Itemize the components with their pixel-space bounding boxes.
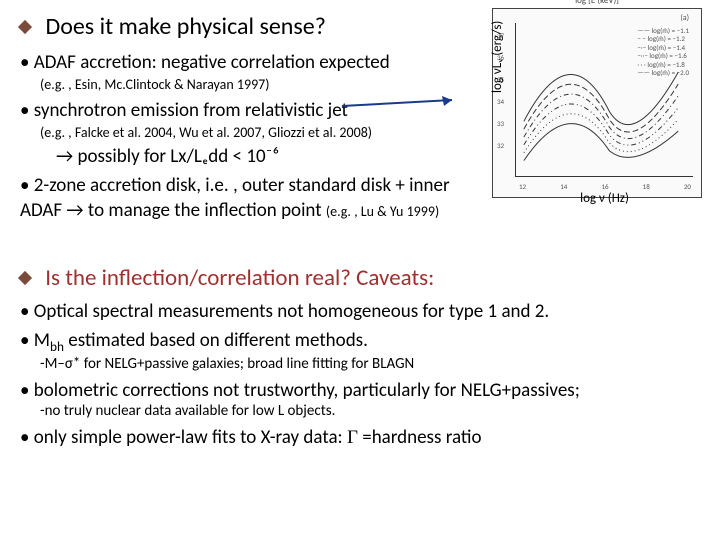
question-caveats: Is the inflection/correlation real? Cave…: [20, 264, 700, 292]
ytick: 33: [497, 113, 504, 135]
fig-curves: [516, 23, 693, 176]
xtick: 12: [519, 182, 526, 191]
synchrotron-text: synchrotron emission from relativistic j…: [34, 99, 348, 122]
curve: [524, 124, 678, 161]
curve: [524, 84, 678, 132]
caveat-optical: • Optical spectral measurements not homo…: [20, 300, 700, 323]
caveat-bolometric: • bolometric corrections not trustworthy…: [20, 379, 700, 402]
fig-axes: (a) —— log(ṁ) = −1.1 − − log(ṁ) = −1.2 −…: [515, 23, 693, 177]
diamond-bullet-icon: [18, 271, 32, 285]
caveat-mbh: • Mbh estimated based on different metho…: [20, 329, 700, 355]
fig-xlabel-top: log [E (keV)]: [493, 0, 701, 6]
powerlaw-c: =hardness ratio: [358, 426, 482, 449]
fig-ylabel: log νLᵥ (erg/s): [490, 21, 505, 93]
caveat-mbh-sub: -M–σ* for NELG+passive galaxies; broad l…: [40, 355, 700, 373]
xtick: 18: [643, 182, 650, 191]
powerlaw-a: only simple power-law fits to X-ray data…: [34, 426, 347, 449]
diamond-bullet-icon: [18, 20, 32, 34]
ytick: 34: [497, 91, 504, 113]
two-zone-line1: 2-zone accretion disk, i.e. , outer stan…: [34, 174, 450, 197]
q1-text: Does it make physical sense?: [45, 12, 325, 41]
caveat-optical-text: Optical spectral measurements not homoge…: [34, 300, 549, 323]
ytick: 32: [497, 135, 504, 157]
xtick: 20: [684, 182, 691, 191]
two-zone-line2a: ADAF → to manage the inflection point: [20, 199, 326, 222]
curve: [524, 72, 678, 124]
callout-arrow-icon: [342, 96, 462, 116]
sed-figure: log [E (keV)] 37 36 35 34 33 32 (a) —— l…: [492, 8, 702, 198]
fig-xticks: 12 14 16 18 20: [519, 182, 691, 191]
mbh-a: M: [34, 329, 50, 352]
xtick: 14: [560, 182, 567, 191]
caveat-bolometric-sub: -no truly nuclear data available for low…: [40, 402, 700, 420]
mbh-b: estimated based on different methods.: [64, 329, 368, 352]
gamma-symbol: Γ: [347, 427, 358, 448]
xtick: 16: [601, 182, 608, 191]
two-zone-ref: (e.g. , Lu & Yu 1999): [326, 203, 439, 220]
caveat-powerlaw: • only simple power-law fits to X-ray da…: [20, 426, 700, 449]
bolometric-text: bolometric corrections not trustworthy, …: [34, 379, 580, 402]
fig-panel-tag: (a): [680, 13, 689, 23]
adaf-text: ADAF accretion: negative correlation exp…: [34, 51, 390, 74]
q2-text: Is the inflection/correlation real? Cave…: [45, 264, 434, 292]
fig-xlabel: log ν (Hz): [516, 191, 693, 206]
